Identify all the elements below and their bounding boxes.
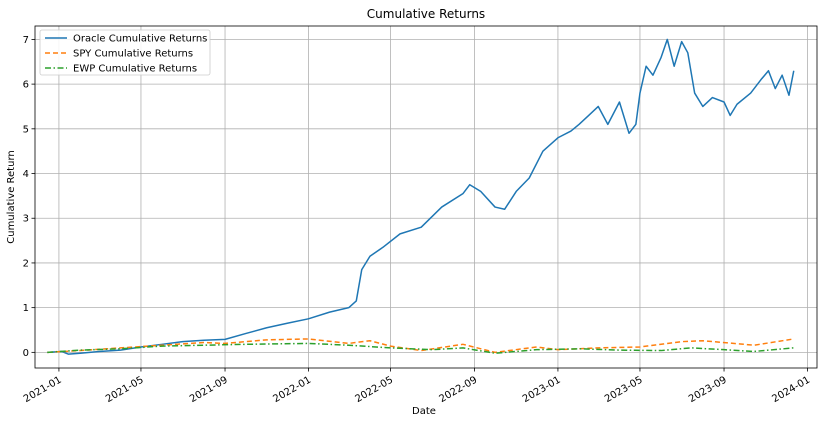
legend-box: [39, 29, 211, 76]
y-tick-label: 5: [23, 124, 29, 135]
y-tick-label: 1: [23, 303, 29, 314]
legend-entry-label: Oracle Cumulative Returns: [73, 34, 207, 45]
legend-entry-label: EWP Cumulative Returns: [73, 64, 197, 75]
y-tick-label: 0: [23, 348, 29, 359]
y-axis-title: Cumulative Return: [6, 150, 17, 243]
legend: Oracle Cumulative Returns SPY Cumulative …: [39, 29, 211, 76]
x-axis-title: Date: [412, 406, 436, 417]
y-axis-ticks: 0 1 2 3 4 5 6 7: [23, 35, 35, 359]
grid-lines: [35, 26, 817, 368]
plot-frame: [34, 25, 818, 369]
series-line-1: [47, 38, 795, 355]
chart-title: Cumulative Returns: [367, 7, 485, 21]
y-tick-label: 7: [23, 35, 29, 46]
y-tick-label: 3: [23, 214, 29, 225]
series-line-3: [47, 342, 794, 354]
y-tick-label: 2: [23, 258, 29, 269]
y-tick-label: 6: [23, 80, 29, 91]
series-layer: [47, 38, 795, 355]
y-tick-label: 4: [23, 169, 29, 180]
legend-entry-label: SPY Cumulative Returns: [73, 49, 193, 60]
